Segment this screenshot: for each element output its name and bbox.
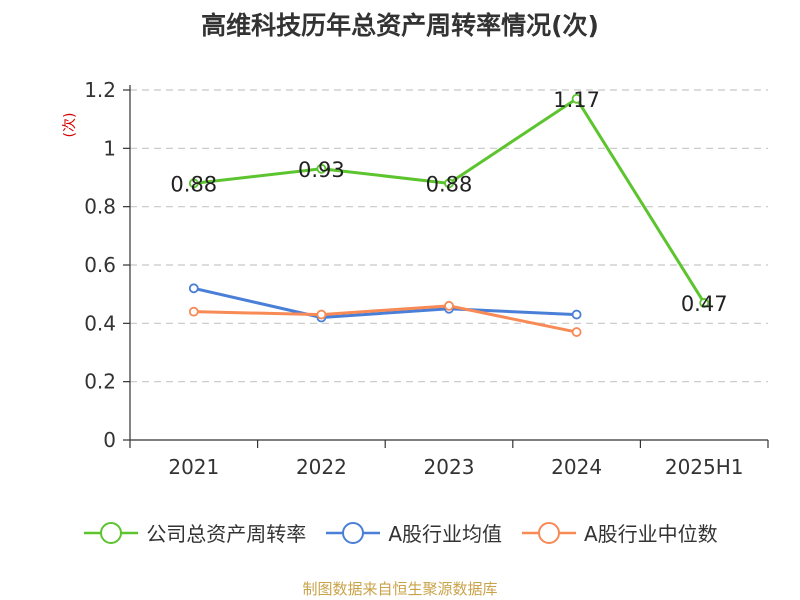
legend-label: A股行业均值 [388, 522, 502, 546]
data-label: 1.17 [553, 88, 600, 112]
data-point [188, 306, 199, 317]
legend-swatch [326, 521, 381, 544]
source-note: 制图数据来自恒生聚源数据库 [302, 580, 498, 598]
legend-swatch [522, 521, 576, 544]
legend-item: 公司总资产周转率 [82, 518, 306, 547]
axes: 0 0.2 0.4 0.6 0.8 1 1.2 2021 2022 2023 2024 2025H1 (… [62, 78, 769, 479]
y-tick-label: 1 [103, 136, 116, 160]
data-point [444, 178, 454, 189]
legend: 公司总资产周转率 A股行业均值 A股行业中位数 [0, 518, 800, 547]
data-point [699, 298, 710, 308]
legend-label: 公司总资产周转率 [146, 522, 307, 546]
series-lines [188, 93, 710, 337]
legend-item: A股行业均值 [324, 518, 502, 547]
legend-swatch-marker [100, 521, 123, 544]
data-point [188, 178, 199, 189]
x-tick-label: 2024 [551, 455, 602, 479]
legend-swatch-marker [342, 521, 365, 544]
data-point [444, 300, 454, 311]
data-point [571, 327, 582, 337]
y-axis-label: (次) [62, 113, 78, 138]
chart-title: 高维科技历年总资产周转率情况(次) [201, 11, 599, 40]
data-point [316, 309, 327, 320]
x-tick-label: 2023 [424, 455, 475, 479]
x-tick-label: 2022 [296, 455, 347, 479]
y-tick-label: 0 [103, 428, 116, 452]
legend-swatch [84, 521, 139, 544]
data-point [316, 163, 327, 174]
x-tick-label: 2021 [168, 455, 219, 479]
data-label: 0.88 [426, 172, 473, 196]
y-tick-label: 0.8 [84, 195, 116, 219]
series-line [193, 304, 577, 334]
series-line [193, 286, 577, 319]
x-tick-label: 2025H1 [665, 455, 744, 479]
data-label: 0.88 [170, 172, 217, 196]
y-tick-label: 1.2 [84, 78, 116, 102]
y-tick-label: 0.4 [84, 311, 116, 335]
data-point [571, 93, 582, 104]
legend-label: A股行业中位数 [584, 522, 718, 546]
legend-swatch-marker [538, 521, 560, 544]
data-point [571, 309, 582, 320]
legend-item: A股行业中位数 [520, 518, 718, 547]
data-labels: 0.88 0.93 0.88 1.17 0.47 [170, 88, 727, 316]
y-tick-label: 0.6 [84, 253, 116, 277]
gridlines [130, 89, 768, 383]
data-label: 0.93 [298, 158, 345, 182]
data-point [188, 283, 199, 294]
series-line [193, 97, 706, 304]
y-tick-label: 0.2 [84, 370, 116, 394]
data-label: 0.47 [681, 292, 728, 316]
